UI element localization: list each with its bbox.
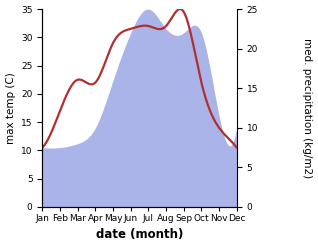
X-axis label: date (month): date (month) xyxy=(96,228,183,242)
Y-axis label: med. precipitation (kg/m2): med. precipitation (kg/m2) xyxy=(302,38,313,178)
Y-axis label: max temp (C): max temp (C) xyxy=(5,72,16,144)
